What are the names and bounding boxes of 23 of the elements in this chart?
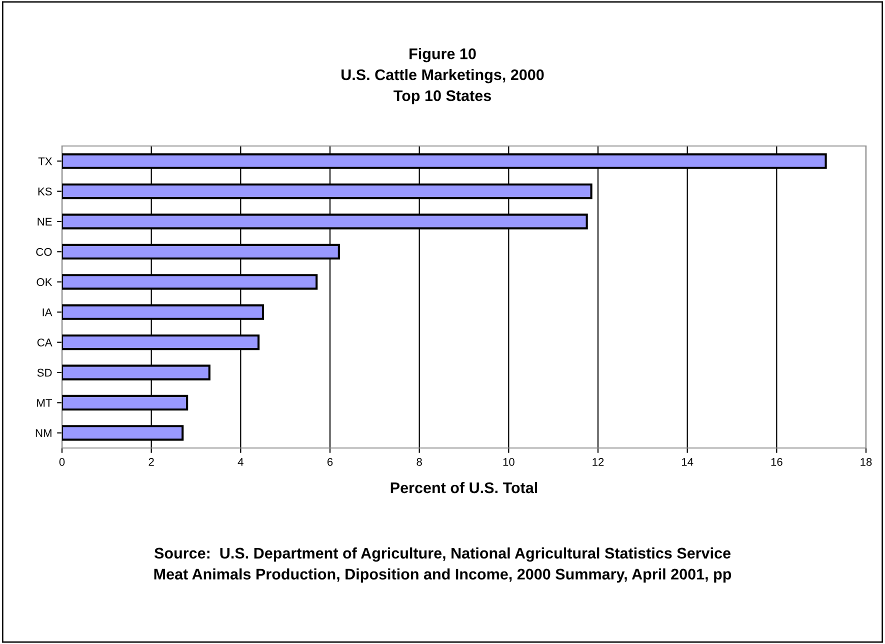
x-tick-label: 4 — [238, 458, 244, 466]
y-tick-label: MT — [37, 399, 52, 407]
x-tick-label: 14 — [682, 458, 694, 466]
y-tick-label: NE — [38, 218, 52, 226]
x-tick-label: 6 — [327, 458, 333, 466]
y-tick-label: IA — [42, 308, 52, 316]
x-tick-label: 0 — [59, 458, 65, 466]
x-axis-title: Percent of U.S. Total — [390, 482, 538, 494]
x-tick-label: 16 — [771, 458, 782, 466]
y-tick-label: KS — [38, 188, 52, 196]
x-tick-label: 18 — [860, 458, 872, 466]
y-tick-label: NM — [36, 429, 52, 437]
x-tick-label: 8 — [416, 458, 422, 466]
x-tick-label: 10 — [503, 458, 514, 466]
y-tick-label: OK — [36, 278, 52, 286]
chart-title: Figure 10 U.S. Cattle Marketings, 2000 Top 10 States — [342, 48, 544, 104]
source-note: Source: U.S. Department of Agriculture, National Agricultural Statistics Service Meat Animals Production, Diposition and Income, 2000 Summary, April 2001, pp — [154, 547, 732, 583]
y-tick-label: CO — [36, 248, 52, 256]
x-tick-label: 12 — [592, 458, 604, 466]
y-tick-label: TX — [38, 157, 52, 166]
y-tick-label: SD — [37, 368, 52, 377]
y-tick-label: CA — [37, 338, 52, 346]
x-tick-label: 2 — [148, 458, 154, 466]
